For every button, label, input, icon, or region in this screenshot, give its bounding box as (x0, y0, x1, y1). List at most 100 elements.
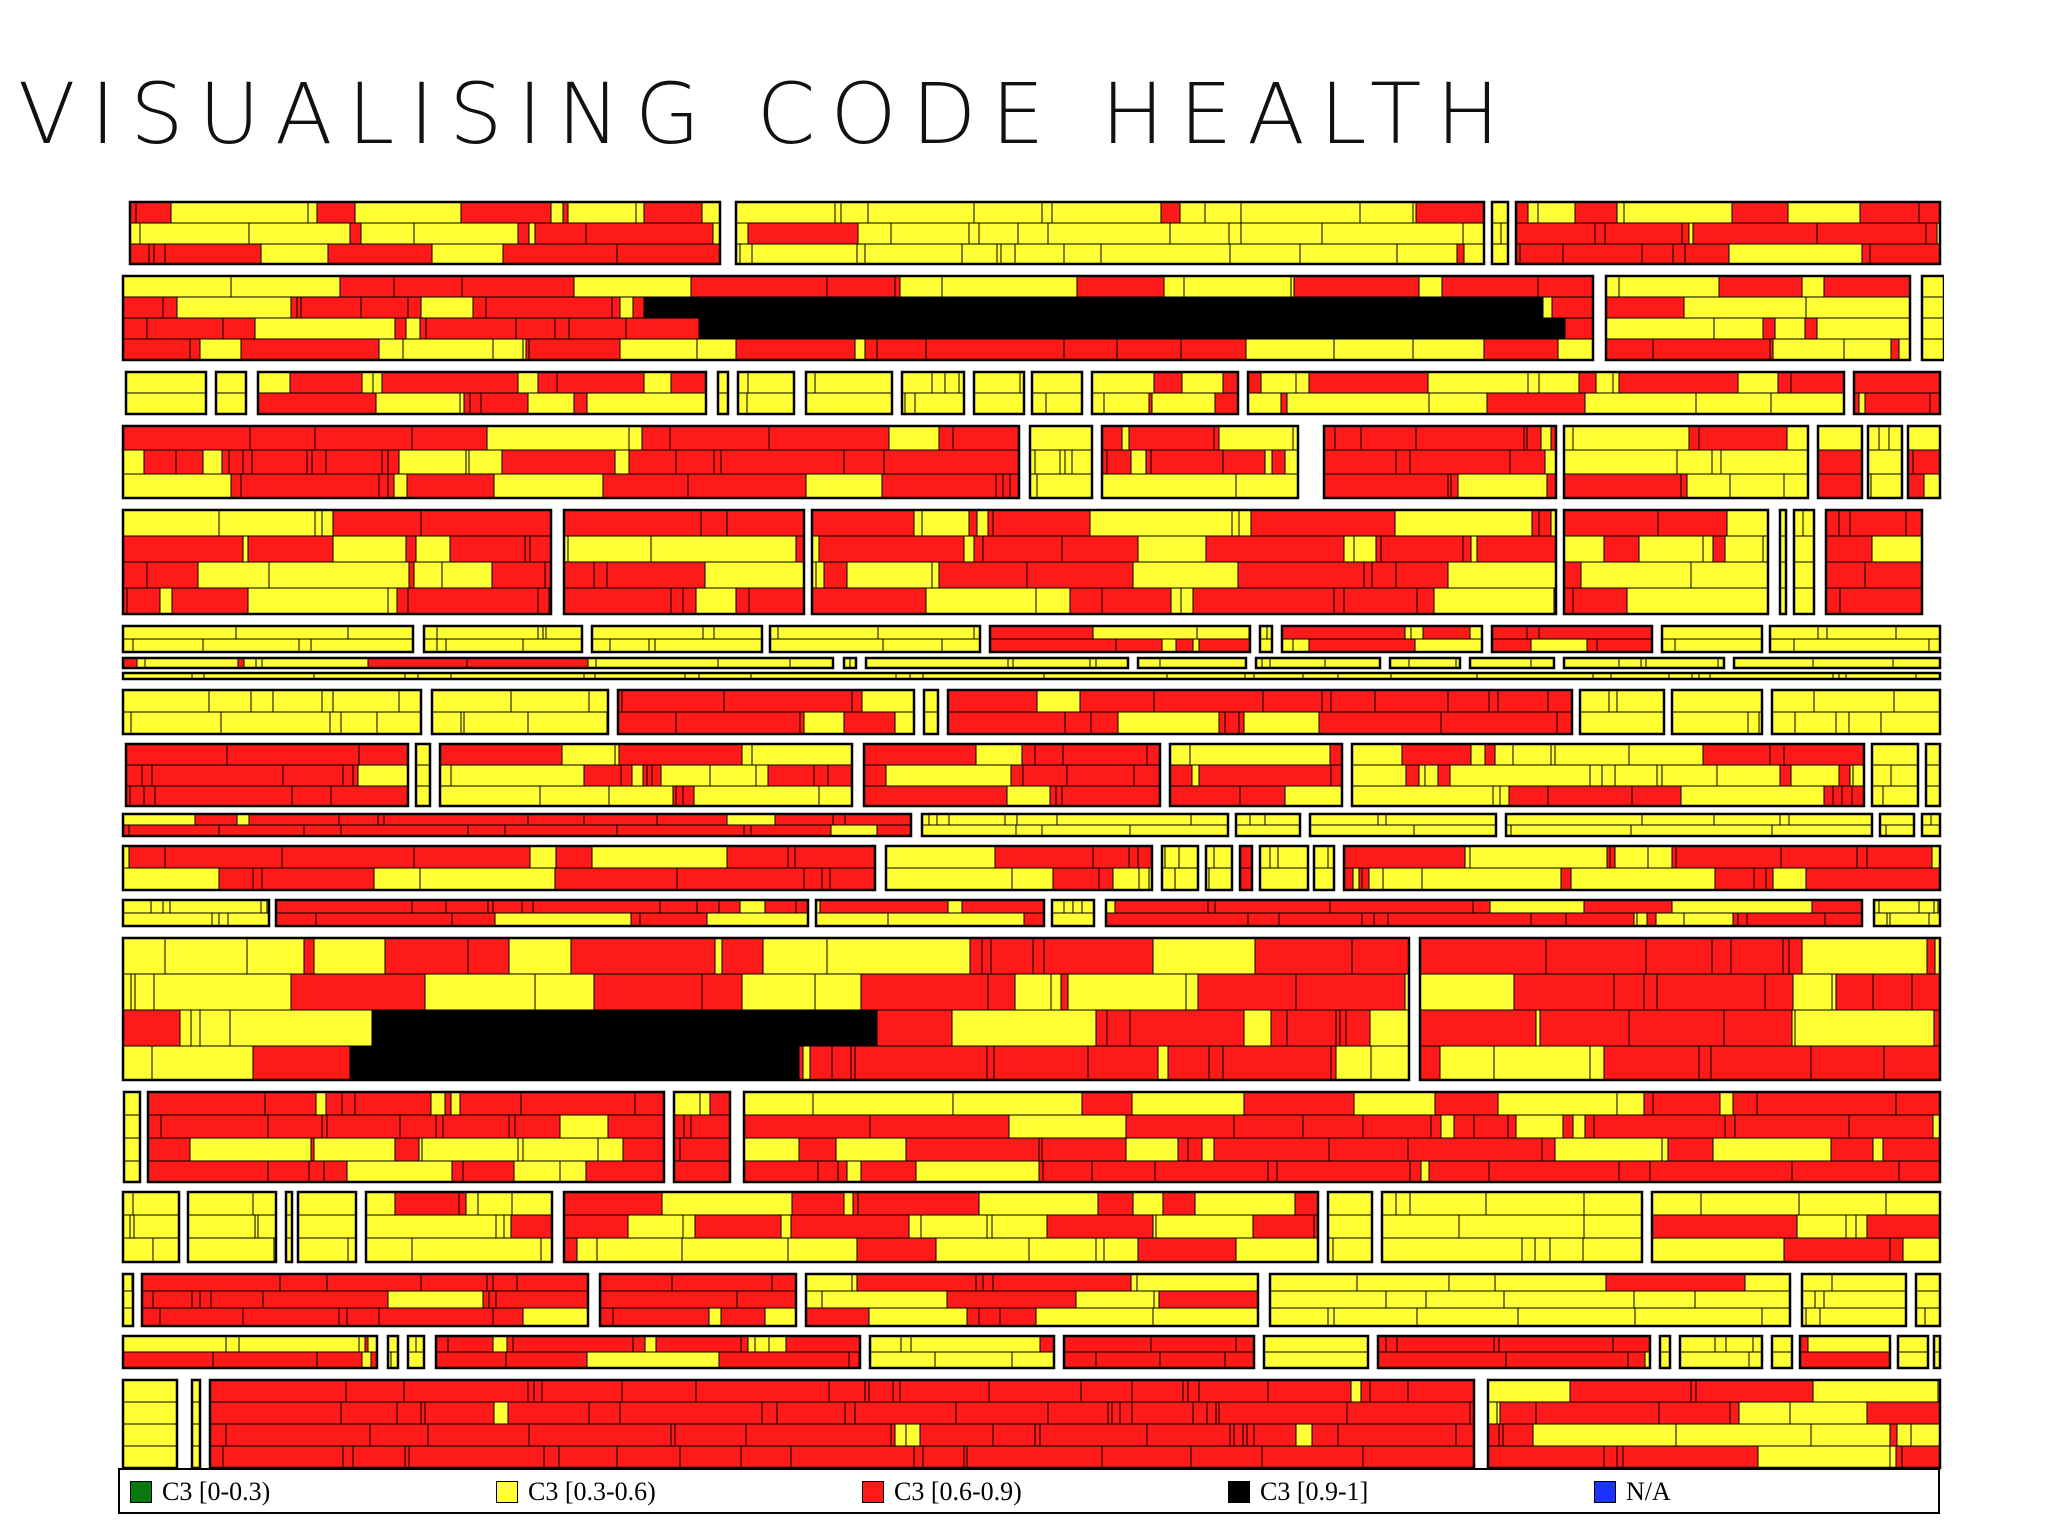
treemap-cell-1900 (966, 1445, 1103, 1469)
treemap-cell-1029 (1235, 824, 1301, 837)
treemap-module-741 (1732, 656, 1942, 670)
treemap-cell-1840 (493, 1401, 509, 1425)
treemap-cell-1251 (290, 973, 426, 1011)
treemap-cell-1223 (1889, 912, 1930, 927)
treemap-cell-49 (747, 222, 859, 245)
treemap-cell-1166 (275, 912, 317, 927)
treemap-cell-1136 (1714, 867, 1755, 891)
treemap-cell-123 (1076, 275, 1165, 298)
treemap-cell-910 (1062, 743, 1148, 766)
treemap-cell-114 (339, 275, 395, 298)
treemap-cell-486 (413, 561, 443, 589)
treemap-module-465 (1906, 424, 1942, 500)
treemap-cell-994 (583, 813, 658, 826)
treemap-cell-665 (1404, 625, 1412, 640)
treemap-cell-289 (973, 371, 1021, 394)
treemap-cell-1351 (1439, 1045, 1495, 1081)
treemap-cell-911 (1146, 743, 1161, 766)
treemap-module-789 (121, 688, 423, 736)
treemap-cell-1239 (969, 937, 983, 975)
treemap-cell-1591 (1583, 1214, 1643, 1239)
treemap-cell-1020 (1190, 813, 1229, 826)
treemap-module-1694 (1268, 1272, 1792, 1328)
treemap-cell-223 (1805, 296, 1911, 319)
treemap-cell-1375 (520, 1091, 636, 1116)
legend-label-red: C3 [0.6-0.9) (894, 1477, 1022, 1506)
treemap-cell-1024 (1129, 824, 1229, 837)
treemap-cell-913 (885, 764, 1012, 787)
treemap-cell-871 (330, 785, 409, 807)
treemap-cell-1446 (1453, 1114, 1475, 1139)
treemap-cell-530 (1394, 509, 1533, 537)
treemap-cell-1086 (1098, 867, 1114, 891)
treemap-cell-1667 (805, 1307, 870, 1327)
treemap-cell-1376 (634, 1091, 665, 1116)
treemap-cell-319 (1777, 371, 1792, 394)
treemap-cell-523 (976, 509, 989, 537)
treemap-cell-216 (1605, 275, 1620, 298)
treemap-cell-1185 (1081, 899, 1095, 914)
treemap-cell-1448 (1507, 1114, 1517, 1139)
treemap-cell-405 (1130, 449, 1147, 475)
treemap-cell-1300 (578, 1045, 667, 1081)
treemap-cell-1333 (1613, 973, 1645, 1011)
treemap-cell-464 (1923, 473, 1941, 499)
treemap-cell-496 (396, 587, 409, 615)
treemap-cell-1638 (378, 1307, 494, 1327)
treemap-cell-1122 (1675, 845, 1782, 869)
treemap-cell-1165 (795, 899, 809, 914)
treemap-cell-1872 (992, 1423, 1036, 1447)
treemap-cell-445 (1686, 473, 1731, 499)
treemap-cell-1336 (1764, 973, 1794, 1011)
treemap-cell-1264 (1185, 973, 1199, 1011)
treemap-cell-246 (215, 371, 247, 394)
treemap-module-614 (1824, 508, 1924, 616)
treemap-cell-722 (1269, 657, 1326, 669)
treemap-cell-906 (863, 743, 977, 766)
treemap-cell-1605 (1855, 1214, 1868, 1239)
treemap-cell-803 (617, 711, 677, 735)
treemap-cell-1316 (1222, 1045, 1332, 1081)
treemap-cell-438 (1786, 425, 1809, 451)
treemap-cell-832 (1243, 711, 1320, 735)
treemap-cell-381 (687, 473, 807, 499)
treemap-cell-24 (129, 243, 150, 265)
treemap-cell-1779 (1659, 1351, 1671, 1369)
treemap-cell-1689 (1333, 1307, 1418, 1327)
treemap-cell-1119 (1614, 845, 1649, 869)
treemap-cell-972 (1832, 785, 1843, 807)
treemap-cell-447 (1783, 473, 1809, 499)
treemap-cell-1935 (1889, 1445, 1897, 1469)
treemap-cell-1604 (1845, 1214, 1857, 1239)
treemap-module-1674 (804, 1272, 1260, 1328)
treemap-cell-26 (153, 243, 166, 265)
treemap-cell-992 (383, 813, 529, 826)
treemap-cell-1360 (123, 1091, 141, 1116)
treemap-cell-86 (1574, 201, 1618, 224)
treemap-cell-472 (122, 535, 244, 563)
treemap-cell-611 (1864, 561, 1923, 589)
treemap-cell-1377 (147, 1114, 162, 1139)
treemap-cell-480 (529, 535, 552, 563)
treemap-cell-199 (528, 338, 621, 361)
treemap-cell-468 (314, 509, 323, 537)
treemap-cell-1243 (1043, 937, 1154, 975)
treemap-cell-1265 (1197, 973, 1297, 1011)
treemap-cell-1820 (864, 1379, 870, 1403)
treemap-cell-291 (973, 392, 1025, 415)
treemap-cell-582 (1702, 535, 1714, 563)
treemap-module-33 (128, 200, 722, 266)
treemap-cell-1693 (1761, 1307, 1791, 1327)
treemap-cell-690 (1769, 638, 1795, 653)
treemap-cell-536 (963, 535, 975, 563)
treemap-cell-1140 (1805, 867, 1941, 891)
treemap-cell-817 (1262, 689, 1323, 713)
treemap-cell-153 (1065, 296, 1091, 319)
treemap-cell-1785 (1679, 1351, 1750, 1369)
treemap-module-280 (804, 370, 894, 416)
treemap-cell-386 (1009, 473, 1020, 499)
treemap-cell-332 (1858, 392, 1866, 415)
treemap-cell-409 (1264, 449, 1273, 475)
treemap-cell-1823 (899, 1379, 990, 1403)
treemap-module-1641 (140, 1272, 590, 1328)
